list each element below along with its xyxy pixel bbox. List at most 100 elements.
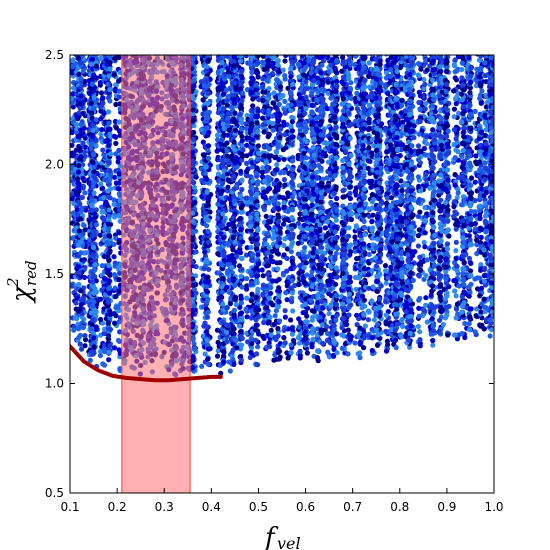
data-point [249,45,254,50]
data-point [231,326,237,332]
data-point [111,345,118,351]
data-point [224,102,230,108]
data-point [237,111,243,118]
data-point [90,134,96,140]
data-point [232,80,238,86]
data-point [168,47,173,52]
data-point [189,44,194,49]
data-point [204,289,211,295]
data-point [220,262,226,268]
data-point [224,284,230,290]
data-point [82,227,89,233]
data-point [238,55,244,59]
data-point [238,329,244,335]
data-point [105,320,111,326]
data-point [219,44,224,49]
data-point [71,49,76,54]
data-point [78,49,83,54]
data-point [231,257,237,263]
data-point [162,50,167,55]
data-point [248,298,255,304]
data-point [230,234,236,240]
data-point [106,43,111,48]
data-point [233,42,238,47]
data-point [247,62,254,68]
data-point [220,49,225,54]
data-point [82,337,89,343]
data-point [220,91,227,97]
data-point [169,47,174,52]
data-point [226,45,231,50]
data-point [132,48,137,53]
data-point [244,286,250,292]
data-point [190,136,197,142]
data-point [224,339,230,345]
data-point [115,337,122,344]
data-point [139,46,144,51]
data-point [248,122,255,128]
data-point [192,346,198,352]
data-point [226,196,232,202]
data-point [249,251,256,257]
data-point [238,357,244,363]
data-point [91,228,97,234]
data-point [98,181,104,187]
data-point [218,49,223,54]
data-point [91,290,97,296]
data-point [116,171,122,177]
data-point [78,250,84,256]
data-point [100,42,105,47]
data-point [89,44,94,49]
data-point [225,184,231,190]
data-point [238,47,243,52]
data-point [221,218,227,224]
data-point [187,42,192,47]
data-point [107,248,113,254]
data-point [76,281,82,288]
data-point [206,266,212,272]
data-point [192,44,197,49]
data-point [89,110,95,116]
data-point [203,164,209,170]
data-point [86,45,91,50]
data-point [78,49,83,54]
data-point [190,336,196,342]
data-point [205,147,211,153]
data-point [238,256,245,262]
data-point [116,94,122,100]
data-point [94,43,99,48]
data-point [116,147,122,153]
data-point [190,47,195,52]
data-point [105,137,111,144]
data-point [215,42,220,47]
data-point [76,185,82,191]
data-point [70,64,75,70]
data-point [106,349,112,355]
data-point [180,50,185,55]
data-point [247,223,253,230]
data-point [91,87,97,93]
data-point [89,47,94,52]
data-point [226,289,232,295]
data-point [164,42,169,47]
data-point [233,165,239,171]
data-point [93,43,98,48]
data-point [231,96,237,103]
data-point [232,127,238,133]
data-point [89,216,95,222]
data-point [230,43,235,48]
data-point [237,215,243,222]
data-point [202,351,208,357]
data-point [238,126,244,132]
data-point [219,188,225,194]
data-point [80,140,86,146]
data-point [106,120,112,126]
data-point [249,42,254,47]
data-point [124,42,129,47]
data-point [243,45,248,50]
data-point [80,110,86,116]
data-point [88,100,94,106]
data-point [131,46,136,51]
data-point [221,349,227,355]
data-point [105,44,110,49]
